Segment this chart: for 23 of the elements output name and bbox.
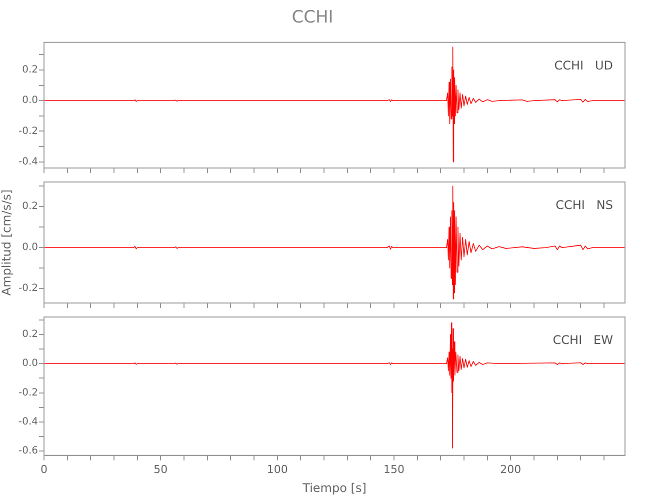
y-tick-label: 0.0 (22, 358, 38, 370)
chart-title: CCHI (292, 8, 334, 28)
y-tick-label: 0.2 (22, 64, 38, 76)
y-tick-label: -0.4 (18, 416, 38, 428)
y-tick-label: 0.2 (22, 329, 38, 340)
y-axis-title: Amplitud [cm/s/s] (0, 189, 14, 296)
x-tick-label: 0 (40, 462, 48, 476)
y-tick-label: -0.2 (18, 387, 38, 398)
x-axis-title: Tiempo [s] (302, 480, 366, 495)
x-tick-label: 50 (154, 462, 168, 476)
y-tick-label: -0.6 (18, 446, 38, 457)
y-tick-label: 0.0 (22, 242, 38, 254)
annotation: CCHI UD (554, 58, 613, 73)
x-tick-label: 200 (500, 462, 522, 476)
x-tick-label: 150 (384, 462, 404, 476)
y-tick-label: 0.0 (22, 95, 38, 106)
annotation: CCHI EW (552, 333, 614, 348)
y-tick-label: 0.2 (22, 201, 38, 212)
annotation: CCHI NS (556, 198, 613, 212)
x-tick-label: 100 (266, 462, 288, 476)
y-tick-label: -0.4 (18, 156, 38, 168)
y-tick-label: -0.2 (18, 126, 38, 137)
y-tick-label: -0.2 (18, 283, 38, 294)
